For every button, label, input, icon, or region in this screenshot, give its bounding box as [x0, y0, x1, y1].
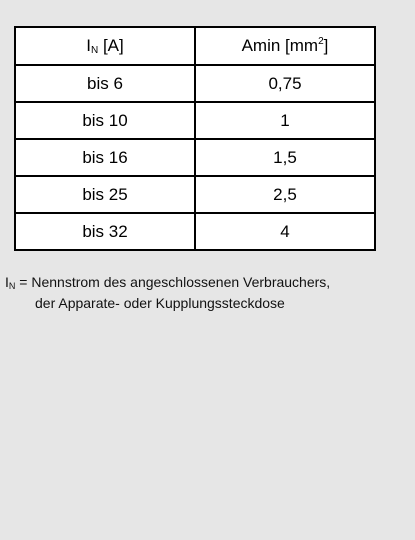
- footnote-line-2: der Apparate- oder Kupplungssteckdose: [35, 295, 285, 311]
- header-rated-current: IN [A]: [14, 26, 196, 66]
- header-current-unit: [A]: [98, 36, 124, 55]
- cable-size-table-container: IN [A] Amin [mm2] bis 6 0,75 bis 10 1 bi…: [14, 26, 376, 251]
- header-area-label: Amin [mm: [241, 36, 319, 55]
- cell-area: 4: [194, 212, 376, 251]
- footnote-symbol-subscript: N: [8, 281, 16, 291]
- cell-area: 2,5: [194, 175, 376, 214]
- cell-area: 1,5: [194, 138, 376, 177]
- header-current-subscript: N: [90, 45, 99, 56]
- cell-current: bis 6: [14, 64, 196, 103]
- cell-area: 1: [194, 101, 376, 140]
- cell-current: bis 10: [14, 101, 196, 140]
- footnote: IN = Nennstrom des angeschlossenen Verbr…: [5, 274, 330, 312]
- cell-current: bis 16: [14, 138, 196, 177]
- table-row: bis 32 4: [14, 212, 376, 251]
- header-area-superscript: 2: [318, 36, 324, 47]
- cell-current: bis 25: [14, 175, 196, 214]
- footnote-symbol: I: [5, 274, 9, 290]
- footnote-text-1: = Nennstrom des angeschlossenen Verbrauc…: [15, 274, 331, 290]
- table-header-row: IN [A] Amin [mm2]: [14, 26, 376, 66]
- table-row: bis 10 1: [14, 101, 376, 140]
- header-current-symbol: I: [86, 36, 91, 55]
- cell-area: 0,75: [194, 64, 376, 103]
- table-row: bis 25 2,5: [14, 175, 376, 214]
- footnote-line-1: IN = Nennstrom des angeschlossenen Verbr…: [5, 274, 330, 295]
- header-min-cross-section: Amin [mm2]: [194, 26, 376, 66]
- header-area-close: ]: [323, 36, 329, 55]
- table-row: bis 6 0,75: [14, 64, 376, 103]
- cable-size-table: IN [A] Amin [mm2] bis 6 0,75 bis 10 1 bi…: [14, 26, 376, 251]
- cell-current: bis 32: [14, 212, 196, 251]
- table-row: bis 16 1,5: [14, 138, 376, 177]
